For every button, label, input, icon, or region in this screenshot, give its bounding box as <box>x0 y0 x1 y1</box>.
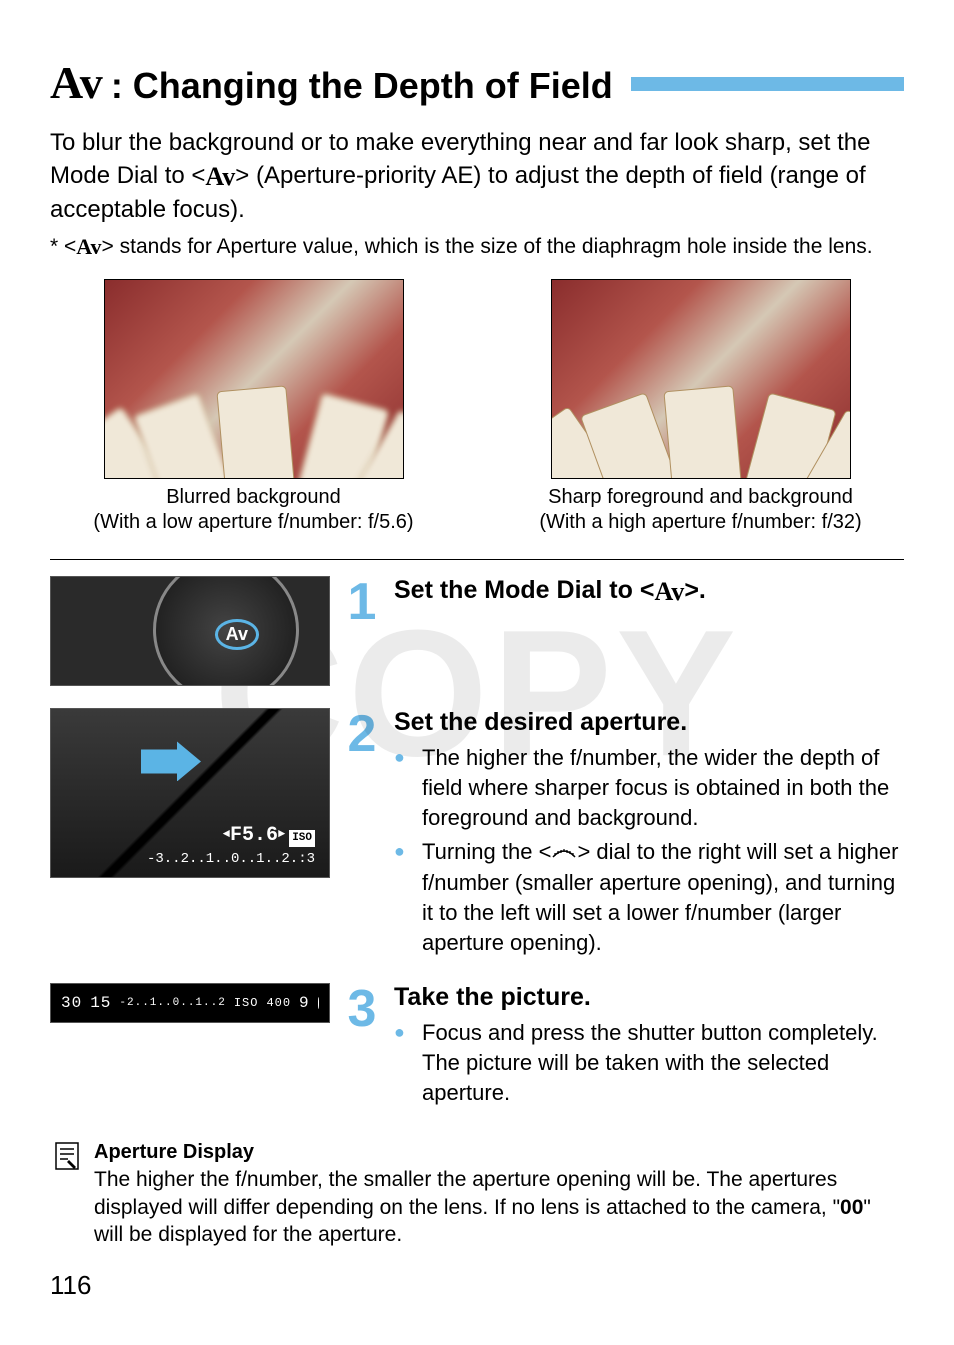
intro-av-inline: Av <box>205 162 235 191</box>
footnote: * <Av> stands for Aperture value, which … <box>50 233 904 262</box>
lcd-aperture: F5.6 <box>230 824 278 847</box>
footnote-av: Av <box>76 234 101 259</box>
section-divider <box>50 559 904 560</box>
photo-caption-right-2: (With a high aperture f/number: f/32) <box>511 510 891 535</box>
footnote-prefix: * < <box>50 235 76 258</box>
dial-arrow-icon <box>141 741 201 781</box>
step-1-title-pre: Set the Mode Dial to < <box>394 576 654 604</box>
page-title-row: Av : Changing the Depth of Field <box>50 60 904 107</box>
note-title: Aperture Display <box>94 1141 900 1164</box>
step-2-bullet-1: The higher the f/number, the wider the d… <box>394 743 904 832</box>
photo-caption-left-1: Blurred background <box>64 485 444 510</box>
vf-shots: 9 <box>299 994 310 1012</box>
note-text-bold: 00 <box>840 1196 863 1219</box>
step-2-b2-pre: Turning the < <box>422 839 551 864</box>
photo-block-left: Blurred background (With a low aperture … <box>64 279 444 535</box>
vf-scale: -2..1..0..1..2 <box>119 997 225 1009</box>
vf-shutter: 30 <box>61 994 82 1012</box>
note-icon <box>54 1141 82 1248</box>
vf-aperture: 15 <box>90 994 111 1012</box>
step-1: Av 1 Set the Mode Dial to <Av>. <box>50 576 904 686</box>
vf-iso-label: ISO <box>234 996 259 1010</box>
photo-caption-right-1: Sharp foreground and background <box>511 485 891 510</box>
dial-av-label: Av <box>215 619 259 650</box>
step-1-title: Set the Mode Dial to <Av>. <box>394 576 904 607</box>
step-number-2: 2 <box>344 708 380 961</box>
camera-top-illustration: ◄F5.6►ISO -3..2..1..0..1..2.:3 <box>50 708 330 878</box>
step-2-bullet-2: Turning the <> dial to the right will se… <box>394 837 904 958</box>
photo-block-right: Sharp foreground and background (With a … <box>511 279 891 535</box>
footnote-rest: > stands for Aperture value, which is th… <box>102 235 873 258</box>
step-2-title: Set the desired aperture. <box>394 708 904 737</box>
note-text: The higher the f/number, the smaller the… <box>94 1166 900 1248</box>
title-av-prefix: Av <box>50 60 103 106</box>
main-dial-icon <box>551 839 577 869</box>
mode-dial-illustration: Av <box>50 576 330 686</box>
lcd-exposure-scale: -3..2..1..0..1..2.:3 <box>147 851 315 867</box>
viewfinder-display: 30 15 -2..1..0..1..2 ISO 400 9 <box>50 983 330 1023</box>
step-3-bullet-1: Focus and press the shutter button compl… <box>394 1018 904 1107</box>
step-3-title: Take the picture. <box>394 983 904 1012</box>
step-3: 30 15 -2..1..0..1..2 ISO 400 9 3 Take th… <box>50 983 904 1111</box>
vf-iso-val: 400 <box>266 996 291 1010</box>
step-number-1: 1 <box>344 576 380 686</box>
sample-photo-sharp <box>551 279 851 479</box>
note-text-pre: The higher the f/number, the smaller the… <box>94 1168 840 1218</box>
camera-lcd: ◄F5.6►ISO -3..2..1..0..1..2.:3 <box>147 822 315 870</box>
lcd-iso-badge: ISO <box>289 830 315 847</box>
step-number-3: 3 <box>344 983 380 1111</box>
note-box: Aperture Display The higher the f/number… <box>50 1141 904 1248</box>
step-1-title-av: Av <box>654 577 684 606</box>
sample-photo-blurred <box>104 279 404 479</box>
intro-paragraph: To blur the background or to make everyt… <box>50 127 904 227</box>
title-accent-bar <box>631 77 904 91</box>
photo-caption-left-2: (With a low aperture f/number: f/5.6) <box>64 510 444 535</box>
photo-comparison-row: Blurred background (With a low aperture … <box>50 279 904 535</box>
step-2: ◄F5.6►ISO -3..2..1..0..1..2.:3 2 Set the… <box>50 708 904 961</box>
step-1-title-post: >. <box>684 576 706 604</box>
title-text: : Changing the Depth of Field <box>111 65 613 107</box>
page-number: 116 <box>50 1270 91 1301</box>
vf-focus-dot-icon <box>318 997 319 1009</box>
